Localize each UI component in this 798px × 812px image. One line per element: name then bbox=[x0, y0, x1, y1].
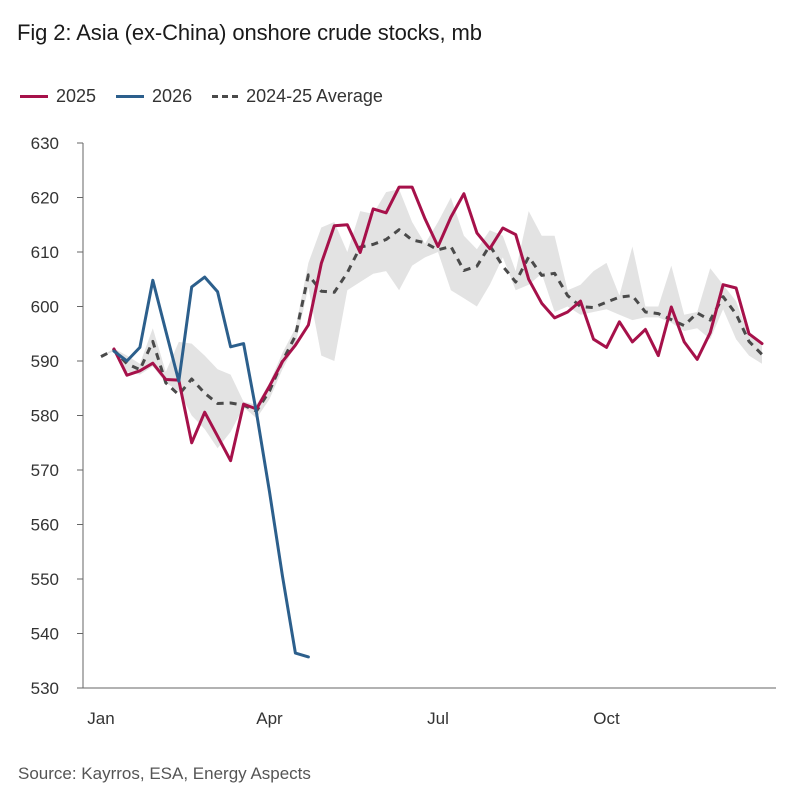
legend-swatch-average bbox=[212, 95, 239, 98]
source-note: Source: Kayrros, ESA, Energy Aspects bbox=[18, 764, 311, 783]
x-tick-label: Jan bbox=[87, 709, 114, 728]
y-tick-label: 530 bbox=[31, 679, 59, 698]
legend-swatch-2026 bbox=[116, 95, 145, 98]
series-line-2025 bbox=[112, 185, 764, 463]
legend-item-average: 2024-25 Average bbox=[212, 86, 383, 107]
y-tick-label: 550 bbox=[31, 570, 59, 589]
legend-item-2025: 2025 bbox=[20, 86, 96, 107]
legend-item-2026: 2026 bbox=[116, 86, 192, 107]
legend-label-2025: 2025 bbox=[56, 86, 97, 106]
legend-label-average: 2024-25 Average bbox=[246, 86, 383, 106]
y-tick-label: 560 bbox=[31, 516, 59, 535]
legend-label-2026: 2026 bbox=[152, 86, 193, 106]
y-tick-label: 580 bbox=[31, 407, 59, 426]
series-line-2024-25-average bbox=[100, 228, 764, 413]
range-band bbox=[101, 189, 762, 449]
axes: 530 540 550 560 570 580 590 600 610 620 630 Jan Apr J… bbox=[31, 134, 776, 728]
x-tick-label: Oct bbox=[593, 709, 620, 728]
y-tick-label: 540 bbox=[31, 625, 59, 644]
chart-title: Fig 2: Asia (ex-China) onshore crude sto… bbox=[17, 20, 482, 45]
range-band-layer bbox=[101, 189, 762, 449]
y-tick-label: 610 bbox=[31, 243, 59, 262]
series-line-2026 bbox=[112, 275, 310, 659]
y-tick-label: 570 bbox=[31, 461, 59, 480]
y-tick-label: 630 bbox=[31, 134, 59, 153]
y-tick-label: 620 bbox=[31, 189, 59, 208]
x-tick-label: Apr bbox=[256, 709, 283, 728]
legend-swatch-2025 bbox=[20, 95, 48, 98]
legend: 2025 2026 2024-25 Average bbox=[20, 86, 403, 107]
y-tick-label: 590 bbox=[31, 352, 59, 371]
y-tick-label: 600 bbox=[31, 298, 59, 317]
series-layer bbox=[100, 185, 764, 659]
x-tick-label: Jul bbox=[427, 709, 449, 728]
